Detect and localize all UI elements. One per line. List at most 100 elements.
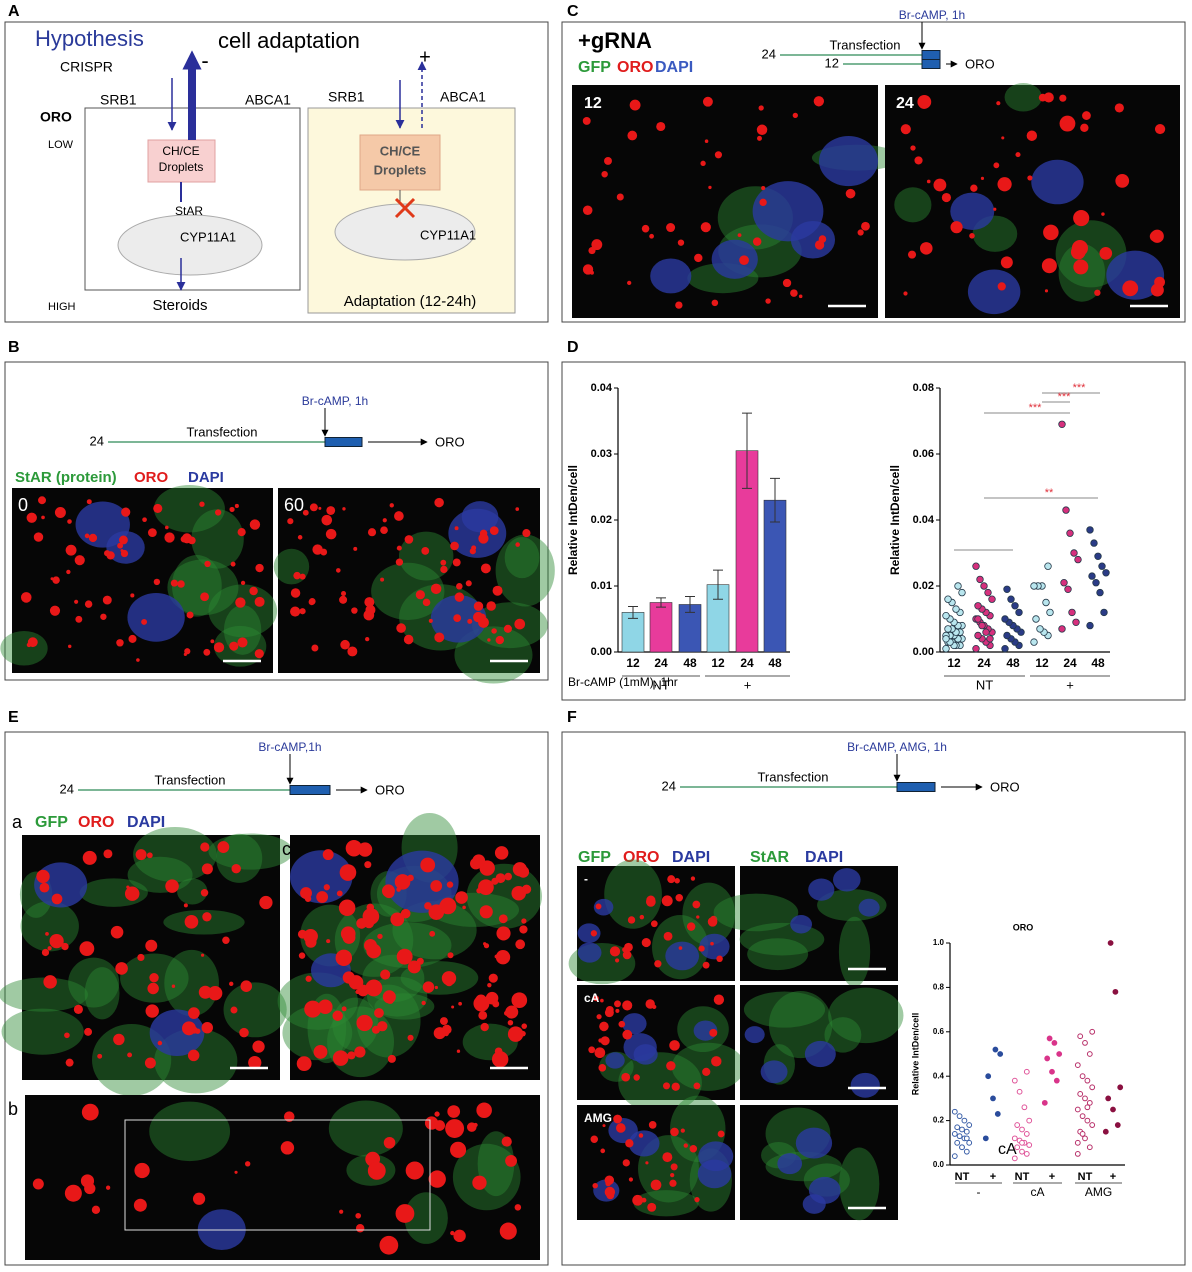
gfp-signal [828,987,904,1044]
y-tick-label: 0.03 [591,448,612,460]
lipid-droplet [667,875,676,884]
lipid-droplet [627,916,636,924]
lipid-droplet [192,1192,206,1205]
gfp-signal [504,537,540,579]
gfp-signal [472,602,548,649]
lipid-droplet [711,299,719,307]
data-point [951,1131,958,1137]
lipid-droplet [439,897,457,915]
data-point [1026,1117,1033,1124]
nucleus [777,1153,803,1175]
lipid-droplet [670,1127,679,1137]
lipid-droplet [326,939,331,944]
data-point [1105,1095,1112,1102]
gfp-signal [671,1042,745,1091]
lipid-droplet [1043,92,1054,103]
lipid-droplet [593,995,599,1002]
data-point [1084,1104,1091,1111]
nucleus [461,501,499,533]
nucleus [790,914,813,934]
lipid-droplet [504,872,512,881]
gfp-signal [398,531,454,581]
lipid-droplet [353,546,358,551]
lipid-droplet [240,980,253,992]
data-point [982,628,990,636]
treatment-bar [921,59,941,69]
lipid-droplet [473,995,490,1012]
panel-frame [561,731,1186,1266]
gfp-signal [177,878,208,905]
lipid-droplet [305,975,312,982]
lipid-droplet [434,883,442,890]
data-point [1019,1148,1025,1155]
nucleus [808,878,835,901]
lipid-droplet [302,509,309,516]
lipid-droplet [51,893,63,905]
lipid-droplet [165,525,169,530]
lipid-droplet [194,1028,201,1034]
lipid-droplet [739,255,749,266]
lipid-droplet [290,588,301,598]
lipid-droplet [336,890,343,897]
nucleus [106,531,145,564]
lipid-droplet [33,532,44,542]
gfp-signal [91,1023,172,1096]
lipid-droplet [621,1072,631,1082]
lipid-droplet [1059,115,1076,132]
lipid-droplet [41,948,50,957]
lipid-droplet [602,1124,606,1128]
lipid-droplet [918,97,930,109]
lipid-droplet [616,193,624,201]
lipid-droplet [756,124,768,136]
bar [649,602,673,653]
label: - [584,872,588,886]
lipid-droplet [1026,130,1038,141]
lipid-droplet [473,601,484,611]
data-point [952,605,960,613]
lipid-droplet [1099,247,1113,260]
label: SRB1 [100,92,137,108]
lipid-droplet [521,1023,528,1029]
lipid-droplet [434,632,445,643]
lipid-droplet [598,1064,607,1072]
lipid-droplet [177,580,185,588]
lipid-droplet [201,863,213,875]
data-point [959,1126,965,1133]
lipid-droplet [297,535,303,540]
panel-frame [561,361,1186,701]
lipid-droplet [1041,258,1057,274]
micrograph [572,85,878,318]
lipid-droplet [416,957,424,965]
lipid-droplet [215,509,222,516]
lipid-droplet [495,635,505,645]
lipid-droplet [104,550,111,557]
data-point [1042,598,1050,607]
label: AMG [584,1111,612,1125]
lipid-droplet [714,151,723,159]
data-point [1044,1055,1051,1062]
lipid-droplet [489,526,499,536]
lipid-droplet [320,548,328,556]
lipid-droplet [64,1184,82,1202]
panel-label: A [8,3,20,20]
data-point [1011,1077,1018,1084]
data-point [976,575,984,584]
lipid-droplet [204,560,211,568]
lipid-droplet [491,1051,509,1068]
data-point [1016,1088,1023,1095]
label: LOW [48,139,74,151]
lipid-droplet [434,1111,440,1117]
lipid-droplet [290,606,301,617]
lipid-droplet [183,652,187,656]
gfp-signal [404,1192,448,1244]
lipid-droplet [671,1082,680,1091]
lipid-droplet [993,207,997,211]
x-tick-label: 48 [1006,656,1020,670]
gfp-signal [618,1052,702,1114]
stain-label: DAPI [655,59,693,76]
lipid-droplet [102,595,112,605]
block-mark [394,197,416,219]
lipid-droplet [341,1006,347,1012]
lipid-droplet [713,994,725,1005]
label: Transfection [186,424,257,439]
